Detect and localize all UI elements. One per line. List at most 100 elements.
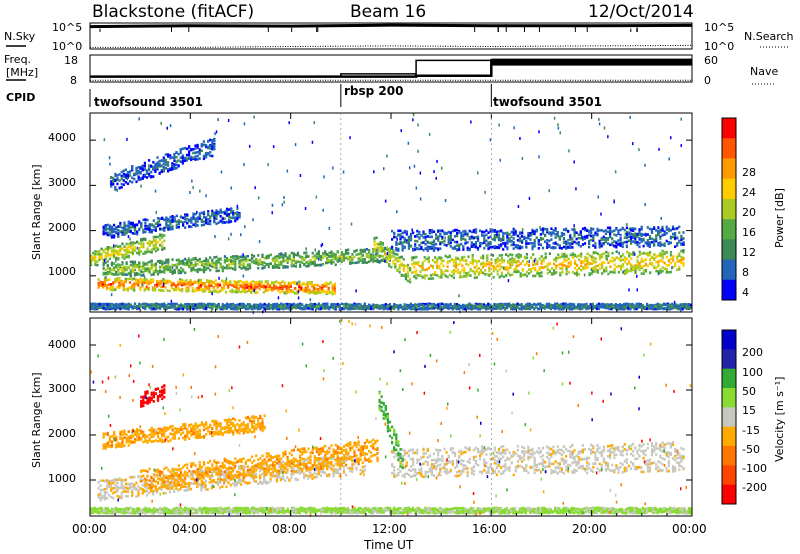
power-cell xyxy=(630,232,633,236)
power-cell xyxy=(407,242,410,245)
power-cell xyxy=(494,266,497,269)
power-cell xyxy=(497,243,501,247)
power-cell xyxy=(275,280,278,283)
power-cell xyxy=(102,232,105,236)
power-cell xyxy=(583,237,587,240)
power-cell xyxy=(125,268,128,272)
power-cell xyxy=(124,168,127,172)
power-cell xyxy=(525,253,529,256)
power-cell xyxy=(642,239,645,242)
power-cell xyxy=(519,254,522,257)
power-cell xyxy=(419,270,422,273)
power-cell xyxy=(531,247,534,251)
power-cell xyxy=(171,302,174,306)
power-cell xyxy=(680,255,683,259)
power-cell xyxy=(323,285,326,288)
power-cell xyxy=(630,242,633,245)
power-cell xyxy=(351,256,354,260)
power-cell xyxy=(649,253,652,257)
power-cell xyxy=(663,261,666,265)
power-cell xyxy=(115,226,118,229)
power-cell xyxy=(241,284,244,287)
power-cell xyxy=(492,275,495,279)
power-cell xyxy=(441,241,444,244)
power-cell xyxy=(121,272,124,275)
power-cell xyxy=(509,263,512,267)
power-cell xyxy=(159,227,162,231)
power-cell xyxy=(512,237,515,240)
power-cell xyxy=(402,263,405,267)
power-cell xyxy=(131,232,134,235)
power-cell xyxy=(207,305,210,308)
power-cell xyxy=(218,290,221,293)
power-cell xyxy=(539,243,542,247)
power-cell xyxy=(368,254,371,257)
power-cell xyxy=(663,267,666,270)
power-cell xyxy=(583,235,587,239)
power-cell xyxy=(665,267,668,271)
power-cell xyxy=(632,265,635,268)
power-cell xyxy=(303,307,306,311)
power-cell xyxy=(233,279,236,283)
power-cell xyxy=(238,265,241,269)
power-cell xyxy=(228,304,231,307)
power-cell xyxy=(194,219,197,222)
power-cell xyxy=(133,268,137,272)
power-cell xyxy=(517,270,520,273)
power-cell xyxy=(655,260,658,264)
power-cell xyxy=(264,285,267,289)
power-cell xyxy=(518,240,522,243)
power-cell xyxy=(331,285,334,289)
power-cell xyxy=(493,245,496,248)
power-cell xyxy=(676,268,679,271)
power-cell xyxy=(196,143,199,147)
power-cell xyxy=(378,254,381,258)
power-cell xyxy=(657,262,660,266)
power-cell xyxy=(416,247,419,251)
power-cell xyxy=(678,260,681,263)
noise-left-tick-bottom: 10^0 xyxy=(52,40,82,53)
power-cell xyxy=(136,232,139,236)
power-cell xyxy=(116,286,119,289)
power-cell xyxy=(678,231,681,234)
power-cell xyxy=(436,274,439,277)
power-cell xyxy=(205,257,208,260)
power-cell xyxy=(569,263,572,267)
power-cell xyxy=(432,243,436,247)
power-cell xyxy=(217,221,220,224)
power-cell xyxy=(240,263,243,267)
power-cell xyxy=(289,290,292,294)
power-cell xyxy=(234,261,237,264)
power-cell xyxy=(276,263,279,267)
power-cell xyxy=(280,262,283,265)
power-cell xyxy=(110,231,114,234)
power-cell xyxy=(466,232,469,236)
power-cell xyxy=(439,233,442,237)
power-cell xyxy=(204,287,207,291)
power-cell xyxy=(363,306,366,309)
power-cell xyxy=(192,213,195,217)
power-cell xyxy=(146,241,149,245)
power-cell xyxy=(190,219,193,222)
power-cell xyxy=(552,246,555,250)
power-cell xyxy=(376,250,379,254)
power-cell xyxy=(491,230,494,233)
power-cell xyxy=(603,270,606,273)
power-cell xyxy=(613,229,616,232)
power-cell xyxy=(156,303,160,306)
power-cell xyxy=(439,229,442,232)
power-cell xyxy=(237,290,240,293)
power-cell xyxy=(136,240,139,244)
power-cell xyxy=(118,286,121,290)
power-cell xyxy=(634,269,637,272)
power-cell xyxy=(190,155,193,159)
power-cell xyxy=(406,270,410,274)
power-cell xyxy=(653,266,656,269)
power-cell xyxy=(446,275,449,279)
power-cell xyxy=(202,157,205,161)
power-cell xyxy=(152,160,155,164)
power-cell xyxy=(462,230,465,233)
power-cell xyxy=(118,277,121,280)
power-cell xyxy=(623,240,626,244)
power-cell xyxy=(581,227,584,231)
